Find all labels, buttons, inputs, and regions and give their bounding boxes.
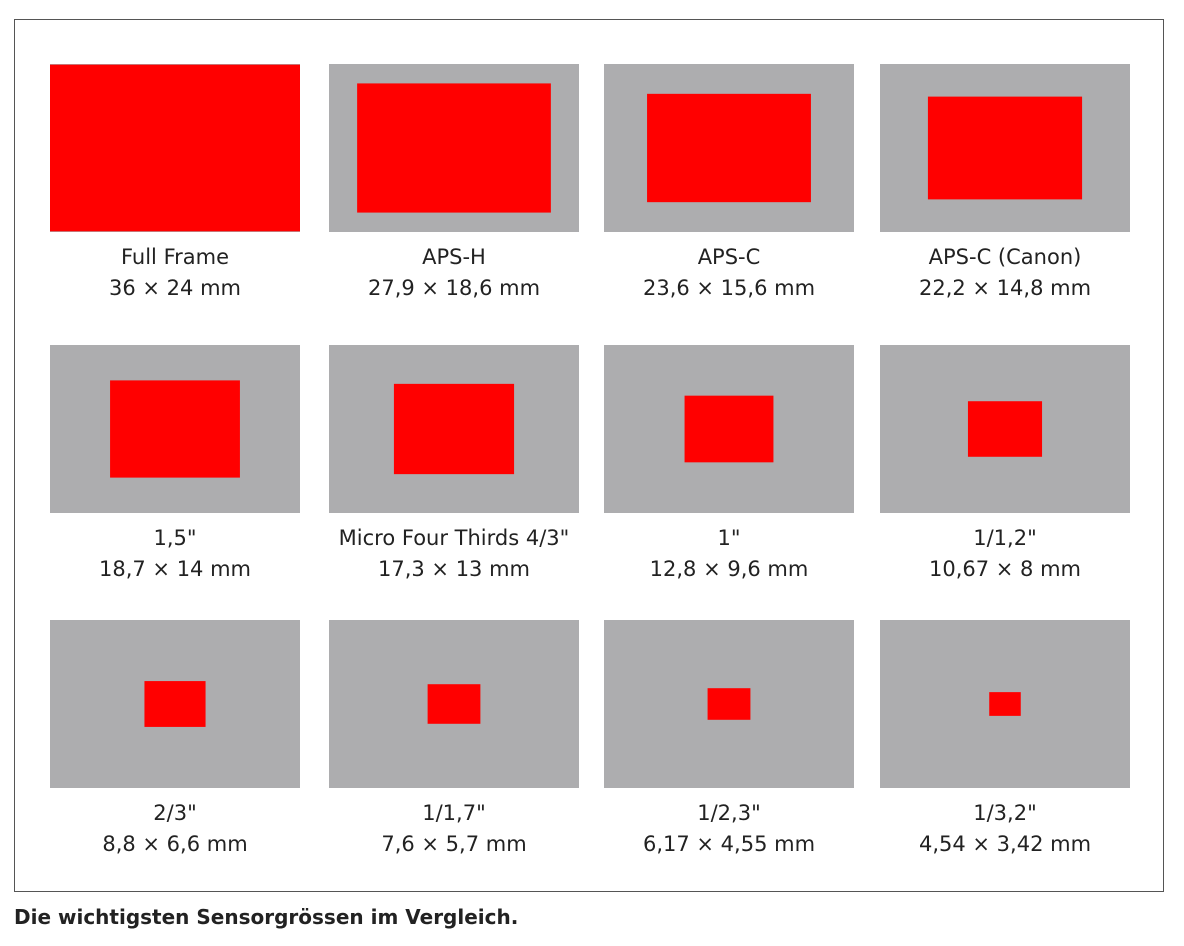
sensor-size: 23,6 × 15,6 mm bbox=[643, 276, 815, 300]
sensor-size: 17,3 × 13 mm bbox=[378, 557, 530, 581]
sensor-name: 1/2,3" bbox=[697, 801, 761, 825]
sensor-area bbox=[647, 93, 811, 203]
sensor-name: 1/3,2" bbox=[973, 801, 1037, 825]
sensor-area bbox=[707, 688, 751, 720]
sensor-name: APS-H bbox=[422, 245, 486, 269]
sensor-size: 22,2 × 14,8 mm bbox=[919, 276, 1091, 300]
sensor-size: 10,67 × 8 mm bbox=[929, 557, 1081, 581]
sensor-size: 27,9 × 18,6 mm bbox=[368, 276, 540, 300]
frame bbox=[14, 19, 1164, 892]
sensor-size: 4,54 × 3,42 mm bbox=[919, 832, 1091, 856]
sensor-area bbox=[393, 383, 515, 475]
sensor-name: APS-C bbox=[698, 245, 761, 269]
sensor-area bbox=[144, 681, 206, 727]
sensor-name: 1/1,7" bbox=[422, 801, 486, 825]
sensor-name: 1" bbox=[717, 526, 740, 550]
sensor-size: 12,8 × 9,6 mm bbox=[650, 557, 809, 581]
sensor-area bbox=[989, 692, 1021, 716]
sensor-name: Full Frame bbox=[121, 245, 229, 269]
sensor-size: 18,7 × 14 mm bbox=[99, 557, 251, 581]
sensor-area bbox=[50, 64, 300, 232]
sensor-size: 7,6 × 5,7 mm bbox=[381, 832, 526, 856]
sensor-size: 8,8 × 6,6 mm bbox=[102, 832, 247, 856]
sensor-area bbox=[110, 380, 240, 478]
sensor-area bbox=[427, 684, 481, 724]
sensor-size: 6,17 × 4,55 mm bbox=[643, 832, 815, 856]
sensor-name: Micro Four Thirds 4/3" bbox=[339, 526, 570, 550]
sensor-area bbox=[357, 83, 551, 213]
sensor-name: 1/1,2" bbox=[973, 526, 1037, 550]
sensor-name: APS-C (Canon) bbox=[929, 245, 1082, 269]
caption: Die wichtigsten Sensorgrössen im Verglei… bbox=[14, 905, 519, 929]
sensor-area bbox=[684, 395, 774, 463]
sensor-name: 1,5" bbox=[153, 526, 196, 550]
sensor-name: 2/3" bbox=[153, 801, 196, 825]
sensor-size: 36 × 24 mm bbox=[109, 276, 241, 300]
sensor-area bbox=[967, 401, 1043, 457]
sensor-grid: Full Frame 36 × 24 mm APS-H 27,9 × 18,6 mm A… bbox=[50, 64, 1130, 856]
sensor-area bbox=[927, 96, 1083, 200]
